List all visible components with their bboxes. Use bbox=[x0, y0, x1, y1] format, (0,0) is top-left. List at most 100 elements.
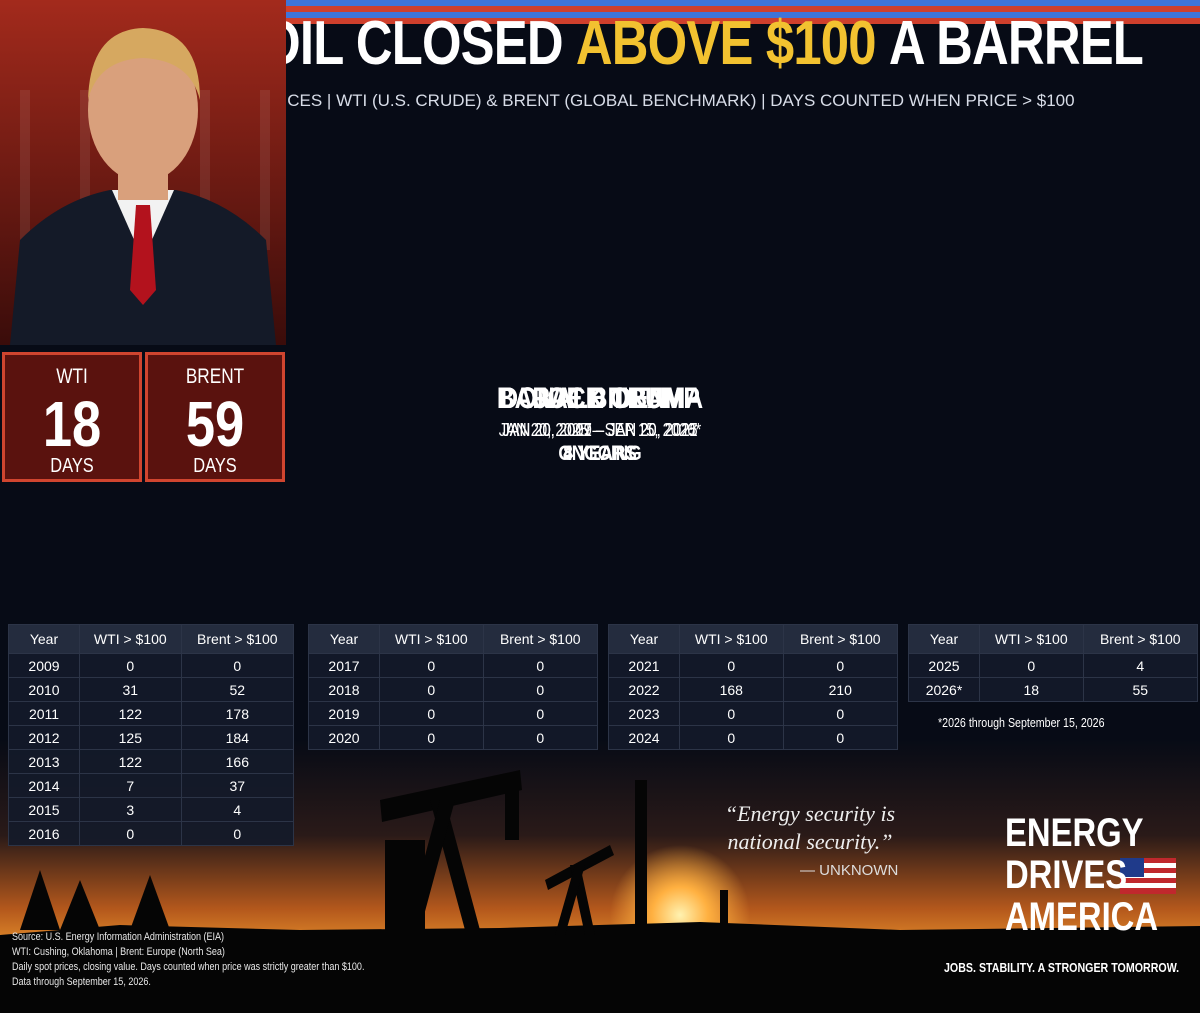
table-cell: 166 bbox=[180, 749, 295, 774]
header-cell: Brent > $100 bbox=[782, 624, 899, 654]
table-row: 2012 125 184 bbox=[8, 725, 295, 750]
table-cell: 31 bbox=[79, 677, 182, 702]
table-cell: 18 bbox=[979, 677, 1084, 702]
table-cell: 122 bbox=[79, 701, 182, 726]
table-cell: 0 bbox=[379, 677, 484, 702]
header-cell: Year bbox=[8, 624, 80, 654]
header-cell: WTI > $100 bbox=[979, 624, 1084, 654]
table-cell: 2016 bbox=[8, 821, 80, 846]
table-row: 2019 0 0 bbox=[308, 701, 599, 726]
table-cell: 184 bbox=[180, 725, 295, 750]
table-row: 2018 0 0 bbox=[308, 677, 599, 702]
table-cell: 2018 bbox=[308, 677, 380, 702]
table-header: Year WTI > $100 Brent > $100 bbox=[608, 624, 899, 654]
header-cell: Brent > $100 bbox=[482, 624, 599, 654]
table-cell: 37 bbox=[180, 773, 295, 798]
brand-line: ENERGY bbox=[1005, 811, 1144, 855]
table-header: Year WTI > $100 Brent > $100 bbox=[308, 624, 599, 654]
table-cell: 0 bbox=[679, 725, 784, 750]
metric-value: 18 bbox=[42, 388, 102, 460]
table-cell: 0 bbox=[180, 821, 295, 846]
brand: ENERGY DRIVES AMERICA bbox=[1005, 812, 1158, 938]
table-row: 2011 122 178 bbox=[8, 701, 295, 726]
header-cell: Brent > $100 bbox=[1082, 624, 1199, 654]
table-cell: 0 bbox=[482, 701, 599, 726]
table-row: 2009 0 0 bbox=[8, 653, 295, 678]
portrait bbox=[0, 0, 286, 345]
table-cell: 0 bbox=[379, 653, 484, 678]
metric-unit: DAYS bbox=[193, 455, 237, 477]
brand-line: AMERICA bbox=[1005, 895, 1159, 939]
brand-line: DRIVES bbox=[1005, 853, 1128, 897]
table-cell: 3 bbox=[79, 797, 182, 822]
pumpjacks bbox=[20, 770, 728, 935]
source-line: Daily spot prices, closing value. Days c… bbox=[12, 961, 365, 973]
term: JAN 20, 2009 – JAN 20, 2017 bbox=[502, 420, 698, 440]
metric-value: 59 bbox=[185, 388, 245, 460]
table-cell: 2019 bbox=[308, 701, 380, 726]
quote-attribution: — UNKNOWN bbox=[800, 862, 899, 879]
metric-unit: DAYS bbox=[50, 455, 94, 477]
president-name: DONALD TRUMP bbox=[500, 382, 700, 415]
table-cell: 0 bbox=[79, 653, 182, 678]
president-name: BARACK OBAMA bbox=[496, 382, 704, 415]
table-cell: 0 bbox=[679, 653, 784, 678]
table-cell: 0 bbox=[379, 701, 484, 726]
header-cell: WTI > $100 bbox=[379, 624, 484, 654]
term-length: 8 YEARS bbox=[563, 442, 637, 465]
table-cell: 2022 bbox=[608, 677, 680, 702]
table-cell: 52 bbox=[180, 677, 295, 702]
table-cell: 0 bbox=[482, 653, 599, 678]
table-row: 2023 0 0 bbox=[608, 701, 899, 726]
table-cell: 4 bbox=[1082, 653, 1199, 678]
table-cell: 2017 bbox=[308, 653, 380, 678]
metric-label: WTI bbox=[56, 365, 88, 388]
metric-box: WTI 18 DAYS bbox=[2, 352, 142, 482]
source-line: Data through September 15, 2026. bbox=[12, 976, 151, 988]
flag bbox=[1120, 858, 1176, 894]
term-length: 4 YEARS bbox=[563, 442, 637, 465]
table-cell: 0 bbox=[180, 653, 295, 678]
head bbox=[88, 38, 198, 182]
table-cell: 2009 bbox=[8, 653, 80, 678]
table-cell: 2011 bbox=[8, 701, 80, 726]
header-cell: Year bbox=[308, 624, 380, 654]
year-table: Year WTI > $100 Brent > $100 2017 0 0 2018 0 0 20… bbox=[308, 624, 599, 750]
table-row: 2015 3 4 bbox=[8, 797, 295, 822]
table-row: 2021 0 0 bbox=[608, 653, 899, 678]
tie bbox=[130, 205, 156, 305]
table-cell: 2013 bbox=[8, 749, 80, 774]
table-cell: 178 bbox=[180, 701, 295, 726]
metric-label: BRENT bbox=[185, 365, 245, 388]
table-cell: 210 bbox=[782, 677, 899, 702]
table-cell: 7 bbox=[79, 773, 182, 798]
table-row: 2020 0 0 bbox=[308, 725, 599, 750]
table-cell: 2014 bbox=[8, 773, 80, 798]
table-cell: 0 bbox=[782, 701, 899, 726]
table-cell: 0 bbox=[482, 677, 599, 702]
metric-box: BRENT 59 DAYS bbox=[145, 352, 285, 482]
term-length: ONGOING bbox=[558, 442, 642, 465]
table-cell: 122 bbox=[79, 749, 182, 774]
term: JAN 20, 2021 – JAN 20, 2025 bbox=[502, 420, 698, 440]
president-name: JOE BIDEN bbox=[533, 382, 667, 415]
table-cell: 0 bbox=[379, 725, 484, 750]
panel: DONALD TRUMP JAN 20, 2025 – SEP 15, 2026*… bbox=[0, 0, 1200, 482]
table-header: Year WTI > $100 Brent > $100 bbox=[908, 624, 1199, 654]
header-cell: Brent > $100 bbox=[180, 624, 295, 654]
table-row: 2017 0 0 bbox=[308, 653, 599, 678]
table-row: 2013 122 166 bbox=[8, 749, 295, 774]
table-row: 2016 0 0 bbox=[8, 821, 295, 846]
term: JAN 20, 2025 – SEP 15, 2026* bbox=[498, 420, 702, 440]
table-header: Year WTI > $100 Brent > $100 bbox=[8, 624, 295, 654]
table-cell: 2010 bbox=[8, 677, 80, 702]
header-cell: WTI > $100 bbox=[679, 624, 784, 654]
table-cell: 2025 bbox=[908, 653, 980, 678]
table-cell: 0 bbox=[482, 725, 599, 750]
table-cell: 168 bbox=[679, 677, 784, 702]
quote: “Energy security is national security.” bbox=[724, 801, 896, 854]
title-part: ABOVE $100 bbox=[575, 9, 877, 78]
table-cell: 0 bbox=[679, 701, 784, 726]
